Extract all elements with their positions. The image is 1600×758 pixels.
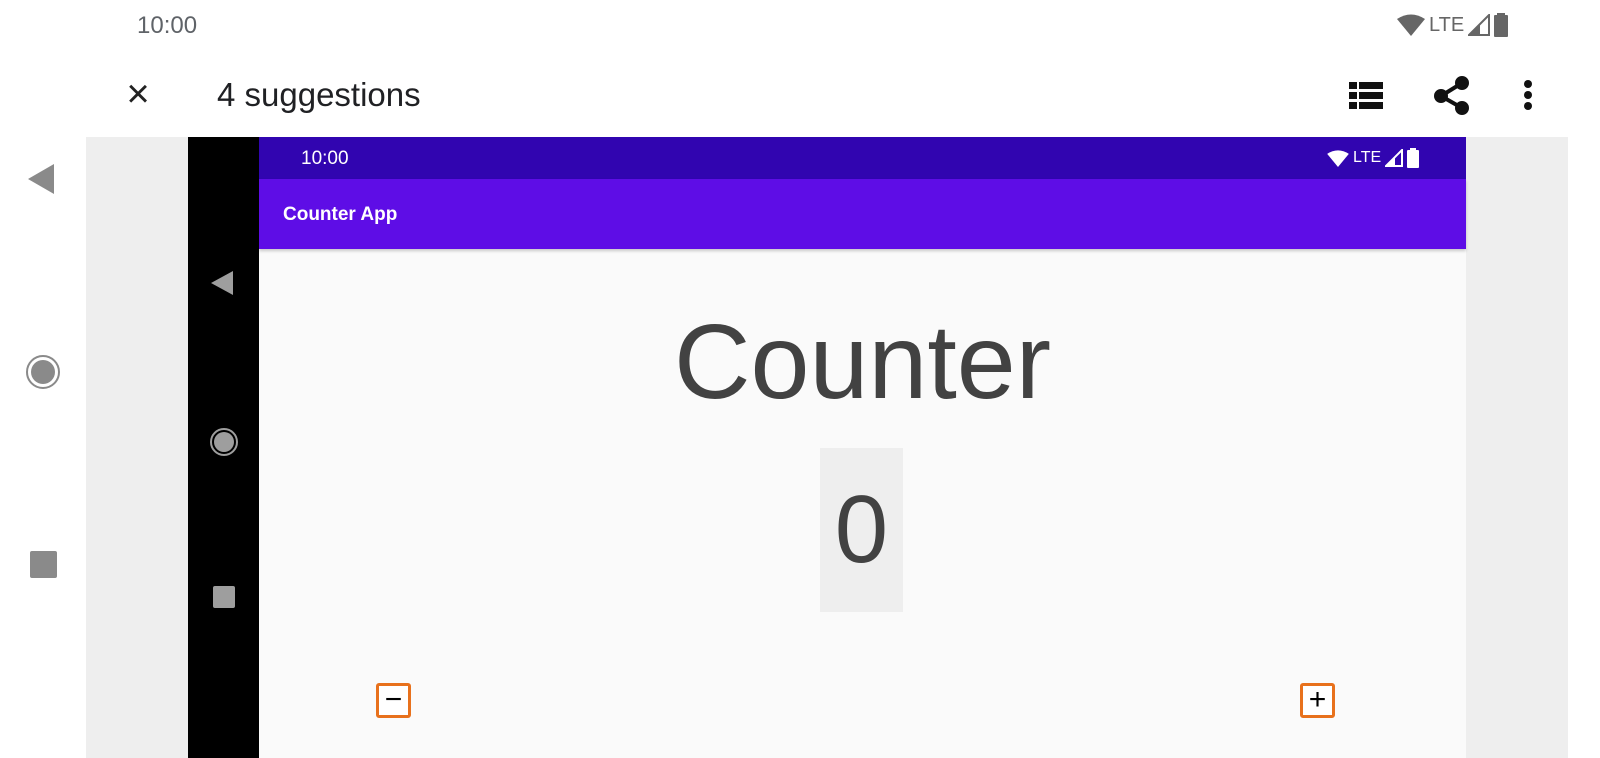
back-icon[interactable] bbox=[211, 271, 233, 295]
device-nav-bar bbox=[188, 137, 259, 758]
emulator-nav bbox=[0, 137, 86, 758]
app-title: Counter App bbox=[283, 204, 398, 225]
device-status-time: 10:00 bbox=[301, 148, 349, 169]
list-icon[interactable] bbox=[1349, 82, 1383, 110]
recents-icon[interactable] bbox=[30, 551, 57, 578]
more-vert-icon[interactable] bbox=[1520, 79, 1536, 111]
share-icon[interactable] bbox=[1433, 76, 1469, 116]
home-icon[interactable] bbox=[209, 427, 239, 457]
app-bar: Counter App bbox=[259, 179, 1466, 249]
network-label: LTE bbox=[1429, 13, 1465, 36]
page-title: 4 suggestions bbox=[217, 76, 421, 113]
signal-icon bbox=[1468, 14, 1491, 36]
status-icons: LTE bbox=[1397, 13, 1509, 37]
device-screen: 10:00 LTE Counter App Counter 0 − + bbox=[259, 137, 1466, 758]
wifi-icon bbox=[1327, 149, 1349, 167]
wifi-icon bbox=[1397, 14, 1425, 36]
close-icon[interactable]: × bbox=[126, 72, 150, 116]
device-status-icons: LTE bbox=[1327, 148, 1420, 168]
back-icon[interactable] bbox=[28, 164, 56, 194]
battery-icon bbox=[1407, 148, 1420, 168]
recents-icon[interactable] bbox=[213, 586, 235, 608]
network-label: LTE bbox=[1353, 149, 1382, 166]
counter-value: 0 bbox=[820, 448, 903, 612]
increment-button[interactable]: + bbox=[1300, 683, 1335, 718]
home-icon[interactable] bbox=[25, 354, 61, 390]
signal-icon bbox=[1385, 149, 1404, 167]
counter-heading: Counter bbox=[673, 303, 1052, 421]
decrement-button[interactable]: − bbox=[376, 683, 411, 718]
status-time: 10:00 bbox=[137, 12, 198, 39]
battery-icon bbox=[1494, 13, 1509, 37]
device-status-bar: 10:00 LTE bbox=[259, 137, 1466, 179]
